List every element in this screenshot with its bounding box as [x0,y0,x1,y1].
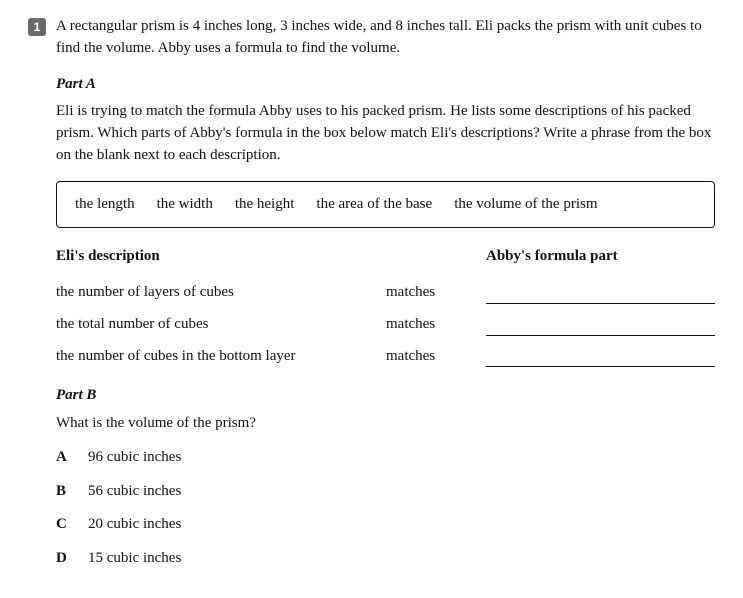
option-item: the height [235,194,295,216]
choice-row[interactable]: C 20 cubic inches [56,514,715,536]
eli-description: the number of cubes in the bottom layer [56,346,386,368]
eli-description: the number of layers of cubes [56,282,386,304]
question-number-badge: 1 [28,18,46,36]
question-intro: A rectangular prism is 4 inches long, 3 … [56,16,715,60]
option-item: the volume of the prism [454,194,597,216]
choice-row[interactable]: A 96 cubic inches [56,447,715,469]
choice-row[interactable]: D 15 cubic inches [56,548,715,570]
choice-text: 96 cubic inches [88,447,181,469]
matches-label: matches [386,346,486,368]
choice-text: 15 cubic inches [88,548,181,570]
part-a-label: Part A [56,74,715,96]
part-b-question: What is the volume of the prism? [56,413,715,435]
table-row: the number of layers of cubes matches [56,282,715,304]
table-row: the total number of cubes matches [56,314,715,336]
part-b-label: Part B [56,385,715,407]
matches-label: matches [386,314,486,336]
options-box: the length the width the height the area… [56,181,715,229]
choice-text: 20 cubic inches [88,514,181,536]
abby-header: Abby's formula part [486,246,715,268]
answer-blank[interactable] [486,288,715,304]
choice-text: 56 cubic inches [88,481,181,503]
choice-letter: A [56,447,72,469]
choice-row[interactable]: B 56 cubic inches [56,481,715,503]
table-row: the number of cubes in the bottom layer … [56,346,715,368]
part-a-text: Eli is trying to match the formula Abby … [56,101,715,166]
option-item: the width [157,194,213,216]
eli-description: the total number of cubes [56,314,386,336]
answer-blank[interactable] [486,320,715,336]
option-item: the length [75,194,135,216]
matches-label: matches [386,282,486,304]
option-item: the area of the base [316,194,432,216]
answer-blank[interactable] [486,351,715,367]
choice-letter: D [56,548,72,570]
eli-header: Eli's description [56,246,386,268]
choice-letter: B [56,481,72,503]
choice-letter: C [56,514,72,536]
